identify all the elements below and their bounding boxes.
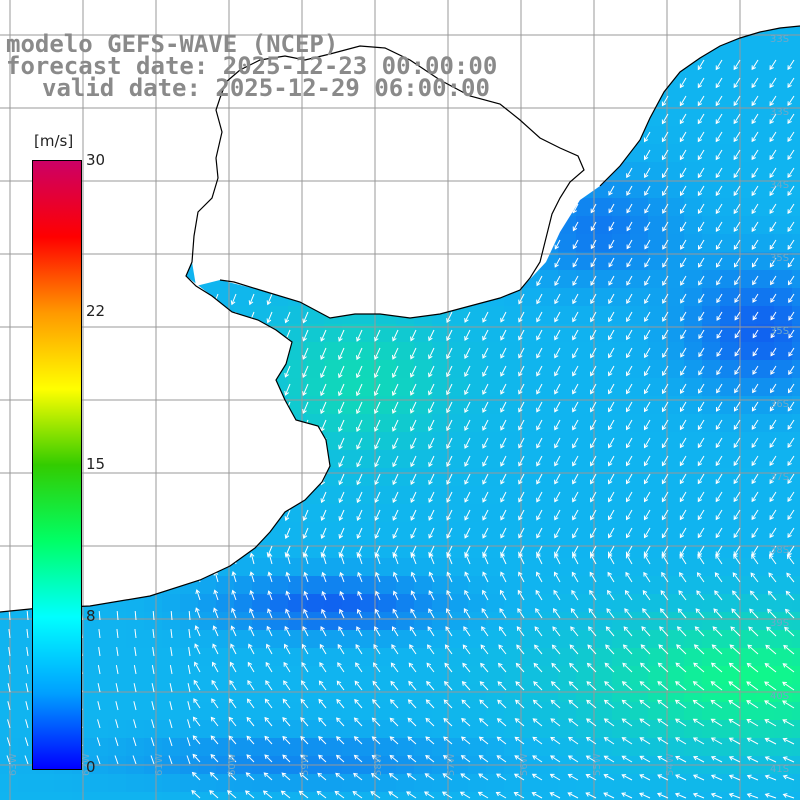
lon-label: 61W — [154, 753, 165, 776]
wind-vectors — [6, 59, 795, 799]
lat-label: 41S — [770, 764, 789, 775]
lon-label: 55W — [592, 753, 603, 776]
colorbar-tick-0: 0 — [86, 758, 96, 776]
lon-label: 63W — [8, 753, 19, 776]
lon-label: 62W — [81, 753, 92, 776]
colorbar-tick-15: 15 — [86, 455, 106, 473]
lat-label: 33S — [770, 34, 789, 45]
grid-labels: 33S 33S 34S 35S 35S 36S 37S 38S 39S 40S 41S 63W 62W 6… — [8, 34, 789, 776]
colorbar-tick-8: 8 — [86, 607, 96, 625]
colorbar-unit: [m/s] — [34, 132, 74, 150]
lat-label: 35S — [770, 253, 789, 264]
lat-label: 34S — [770, 180, 789, 191]
lat-label: 39S — [770, 618, 789, 629]
lon-label: 57W — [446, 753, 457, 776]
lat-label: 40S — [770, 691, 789, 702]
lat-label: 35S — [770, 326, 789, 337]
lon-label: 54W — [665, 753, 676, 776]
lon-label: 60W — [227, 753, 238, 776]
lon-label: 59W — [300, 753, 311, 776]
lon-label: 58W — [373, 753, 384, 776]
colorbar-tick-22: 22 — [86, 302, 106, 320]
colorbar — [32, 160, 82, 770]
lat-label: 37S — [770, 472, 789, 483]
lat-label: 38S — [770, 545, 789, 556]
valid-date: valid date: 2025-12-29 06:00:00 — [42, 74, 490, 102]
lat-label: 33S — [770, 107, 789, 118]
land-mask — [0, 0, 800, 612]
model-title: modelo GEFS-WAVE (NCEP) — [6, 30, 339, 58]
coastline — [0, 25, 800, 613]
colorbar-tick-30: 30 — [86, 151, 106, 169]
forecast-date: forecast date: 2025-12-23 00:00:00 — [6, 52, 498, 80]
lon-label: 56W — [519, 753, 530, 776]
lat-label: 36S — [770, 399, 789, 410]
